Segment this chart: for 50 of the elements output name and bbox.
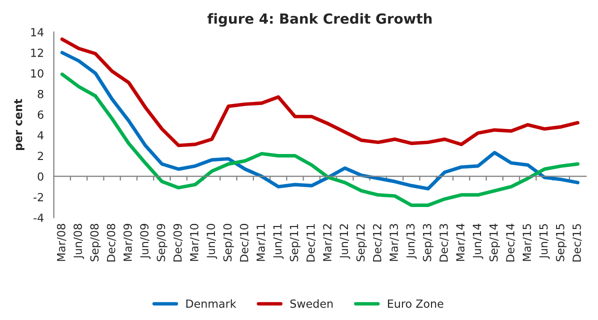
x-tick-label: Mar/13 (390, 224, 399, 261)
x-tick-label: Jun/12 (340, 224, 350, 259)
x-tick-label: Dec/08 (106, 224, 116, 262)
x-tick-label: Mar/14 (456, 224, 466, 261)
y-tick-label: 10 (31, 69, 44, 78)
y-tick-label: 6 (38, 110, 44, 119)
x-tick-label: Jun/10 (206, 224, 218, 259)
y-tick-label: 0 (38, 172, 44, 181)
x-tick-label: Sep/10 (223, 224, 234, 262)
x-tick-label: Sep/13 (422, 224, 434, 262)
x-tick-label: Mar/15 (522, 224, 532, 261)
x-tick-label: Dec/12 (372, 224, 382, 262)
y-tick-label: -4 (34, 214, 44, 222)
y-tick-label: 2 (38, 152, 43, 160)
x-tick-label: Jun/15 (539, 224, 550, 259)
y-tick-label: 12 (31, 48, 43, 57)
x-tick-label: Jun/09 (140, 224, 151, 259)
y-tick-label: 8 (38, 90, 44, 98)
x-tick-label: Sep/09 (156, 224, 168, 262)
x-tick-label: Dec/13 (439, 224, 449, 262)
y-tick-label: 4 (38, 131, 44, 140)
line-series (60, 72, 580, 207)
x-tick-label: Jun/11 (273, 224, 284, 259)
x-tick-label: Mar/09 (123, 224, 133, 261)
x-tick-label: Jun/08 (74, 224, 84, 259)
line-series (60, 50, 580, 190)
legend-label: Sweden (290, 299, 333, 308)
x-tick-label: Mar/11 (256, 224, 266, 261)
x-tick-label: Dec/10 (240, 224, 250, 262)
x-tick-label: Sep/14 (489, 224, 500, 262)
legend-label: Euro Zone (388, 300, 444, 308)
x-tick-label: Mar/12 (323, 224, 332, 261)
chart-title: figure 4: Bank Credit Growth (207, 13, 432, 27)
x-tick-label: Sep/08 (90, 224, 101, 262)
x-tick-label: Mar/10 (190, 224, 200, 261)
x-tick-label: Sep/15 (556, 224, 566, 262)
line-series (60, 37, 580, 148)
x-tick-label: Sep/12 (356, 224, 367, 262)
x-tick-label: Dec/14 (506, 224, 516, 262)
x-tick-label: Sep/11 (290, 224, 300, 262)
y-tick-label: -2 (34, 192, 43, 202)
x-tick-label: Mar/08 (56, 224, 66, 261)
y-tick-label: 14 (31, 28, 44, 36)
legend-label: Denmark (186, 299, 236, 308)
x-tick-label: Dec/11 (306, 224, 316, 262)
x-tick-label: Dec/15 (572, 224, 582, 262)
x-tick-label: Jun/13 (406, 224, 417, 259)
x-tick-label: Dec/09 (173, 224, 183, 262)
x-tick-label: Jun/14 (472, 224, 484, 259)
y-axis-title: per cent (14, 98, 24, 150)
